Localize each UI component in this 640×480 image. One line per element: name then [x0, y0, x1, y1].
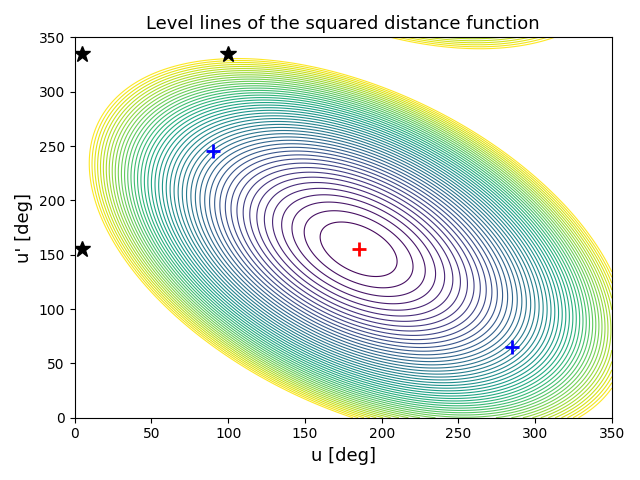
X-axis label: u [deg]: u [deg] [311, 447, 376, 465]
Title: Level lines of the squared distance function: Level lines of the squared distance func… [147, 15, 540, 33]
Y-axis label: u' [deg]: u' [deg] [15, 192, 33, 263]
